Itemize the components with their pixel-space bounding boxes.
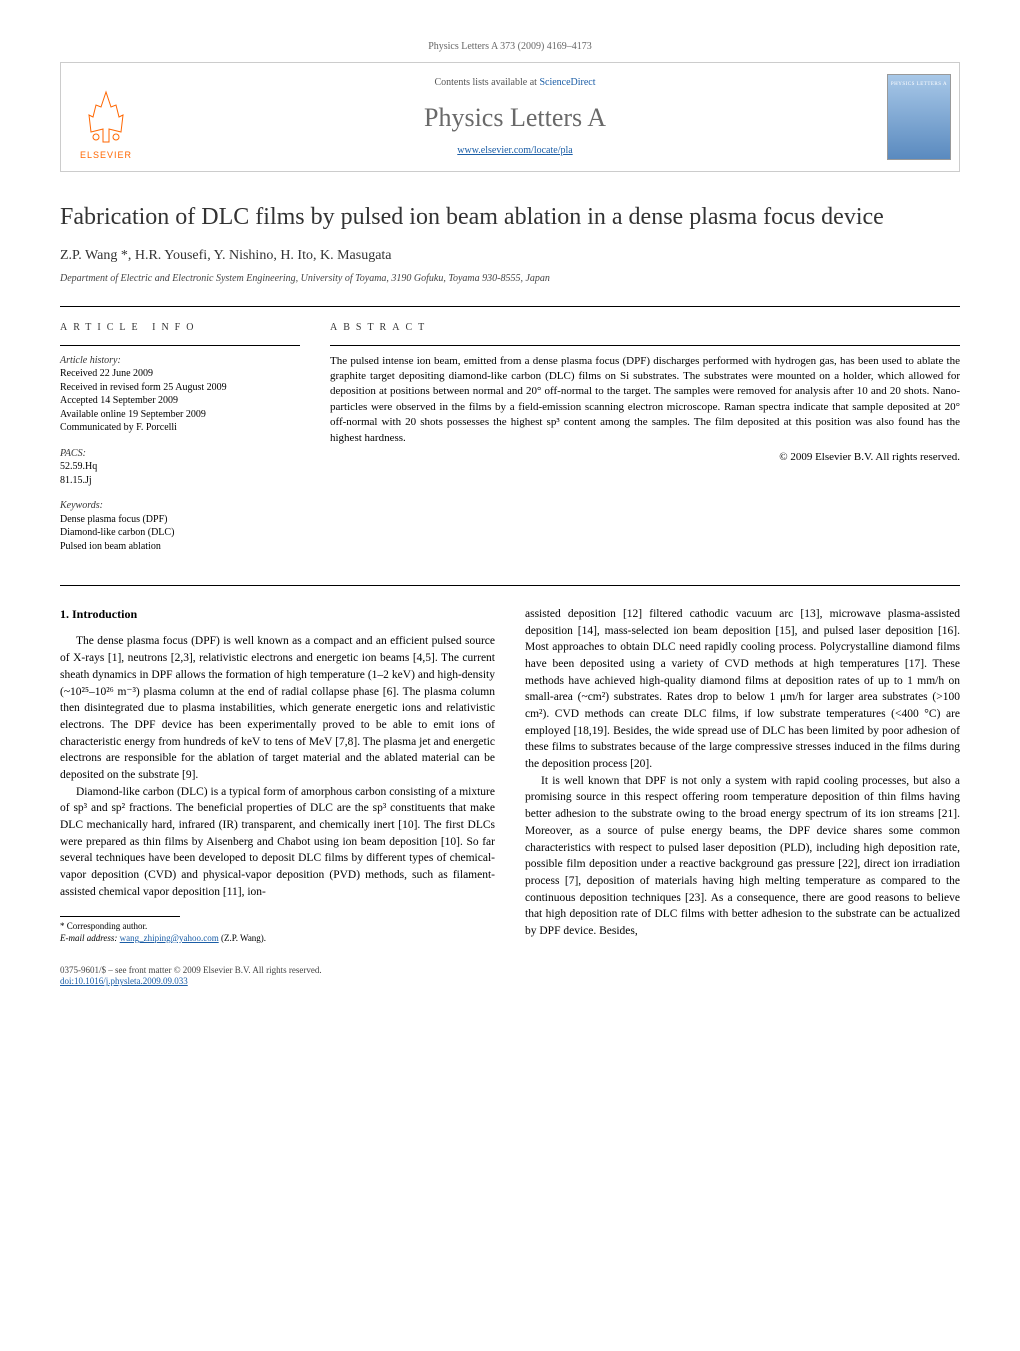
body-left-p2: Diamond-like carbon (DLC) is a typical f…: [60, 784, 495, 901]
journal-homepage-link[interactable]: www.elsevier.com/locate/pla: [457, 144, 572, 158]
author-email-link[interactable]: wang_zhiping@yahoo.com: [120, 933, 219, 943]
history-accepted: Accepted 14 September 2009: [60, 394, 300, 408]
article-title: Fabrication of DLC films by pulsed ion b…: [60, 202, 960, 232]
page-footer: 0375-9601/$ – see front matter © 2009 El…: [60, 965, 960, 988]
body-right-p1: assisted deposition [12] filtered cathod…: [525, 606, 960, 773]
elsevier-logo: ELSEVIER: [71, 72, 141, 162]
info-abstract-row: ARTICLE INFO Article history: Received 2…: [60, 307, 960, 586]
pacs-heading: PACS:: [60, 447, 300, 461]
article-history-block: Article history: Received 22 June 2009 R…: [60, 354, 300, 435]
history-communicated: Communicated by F. Porcelli: [60, 421, 300, 435]
running-header: Physics Letters A 373 (2009) 4169–4173: [60, 40, 960, 54]
corresponding-text: * Corresponding author.: [60, 921, 495, 933]
sciencedirect-link[interactable]: ScienceDirect: [539, 77, 595, 88]
contents-prefix: Contents lists available at: [434, 77, 539, 88]
body-left-p1: The dense plasma focus (DPF) is well kno…: [60, 633, 495, 783]
keyword-1: Diamond-like carbon (DLC): [60, 526, 300, 540]
affiliation: Department of Electric and Electronic Sy…: [60, 272, 960, 286]
email-suffix: (Z.P. Wang).: [221, 933, 266, 943]
elsevier-tree-icon: [81, 87, 131, 147]
body-left-column: 1. Introduction The dense plasma focus (…: [60, 606, 495, 945]
contents-available-line: Contents lists available at ScienceDirec…: [434, 76, 595, 90]
history-revised: Received in revised form 25 August 2009: [60, 381, 300, 395]
banner-center: Contents lists available at ScienceDirec…: [151, 63, 879, 171]
pacs-block: PACS: 52.59.Hq 81.15.Jj: [60, 447, 300, 488]
cover-thumb-label: PHYSICS LETTERS A: [891, 81, 947, 88]
email-line: E-mail address: wang_zhiping@yahoo.com (…: [60, 933, 495, 945]
corresponding-author-footnote: * Corresponding author. E-mail address: …: [60, 921, 495, 944]
elsevier-wordmark: ELSEVIER: [80, 149, 132, 162]
keywords-block: Keywords: Dense plasma focus (DPF) Diamo…: [60, 499, 300, 553]
history-received: Received 22 June 2009: [60, 367, 300, 381]
pacs-code-1: 81.15.Jj: [60, 474, 300, 488]
journal-banner: ELSEVIER Contents lists available at Sci…: [60, 62, 960, 172]
journal-name: Physics Letters A: [424, 100, 606, 136]
abstract-text: The pulsed intense ion beam, emitted fro…: [330, 354, 960, 446]
info-rule: [60, 345, 300, 346]
keyword-2: Pulsed ion beam ablation: [60, 540, 300, 554]
history-online: Available online 19 September 2009: [60, 408, 300, 422]
abstract-label: ABSTRACT: [330, 321, 960, 335]
abstract-copyright: © 2009 Elsevier B.V. All rights reserved…: [330, 450, 960, 465]
pacs-code-0: 52.59.Hq: [60, 460, 300, 474]
footnote-rule: [60, 916, 180, 917]
doi-link[interactable]: doi:10.1016/j.physleta.2009.09.033: [60, 976, 188, 986]
article-info-label: ARTICLE INFO: [60, 321, 300, 335]
history-heading: Article history:: [60, 354, 300, 368]
abstract-rule: [330, 345, 960, 346]
body-two-column: 1. Introduction The dense plasma focus (…: [60, 606, 960, 945]
publisher-logo-area: ELSEVIER: [61, 63, 151, 171]
journal-cover-thumbnail: PHYSICS LETTERS A: [887, 74, 951, 160]
body-right-p2: It is well known that DPF is not only a …: [525, 773, 960, 940]
article-info-column: ARTICLE INFO Article history: Received 2…: [60, 321, 300, 566]
abstract-column: ABSTRACT The pulsed intense ion beam, em…: [330, 321, 960, 566]
mid-rule: [60, 585, 960, 586]
author-list: Z.P. Wang *, H.R. Yousefi, Y. Nishino, H…: [60, 246, 960, 266]
keyword-0: Dense plasma focus (DPF): [60, 513, 300, 527]
body-right-column: assisted deposition [12] filtered cathod…: [525, 606, 960, 945]
email-label: E-mail address:: [60, 933, 117, 943]
keywords-heading: Keywords:: [60, 499, 300, 513]
section-1-heading: 1. Introduction: [60, 606, 495, 623]
cover-thumbnail-area: PHYSICS LETTERS A: [879, 63, 959, 171]
issn-line: 0375-9601/$ – see front matter © 2009 El…: [60, 965, 960, 977]
